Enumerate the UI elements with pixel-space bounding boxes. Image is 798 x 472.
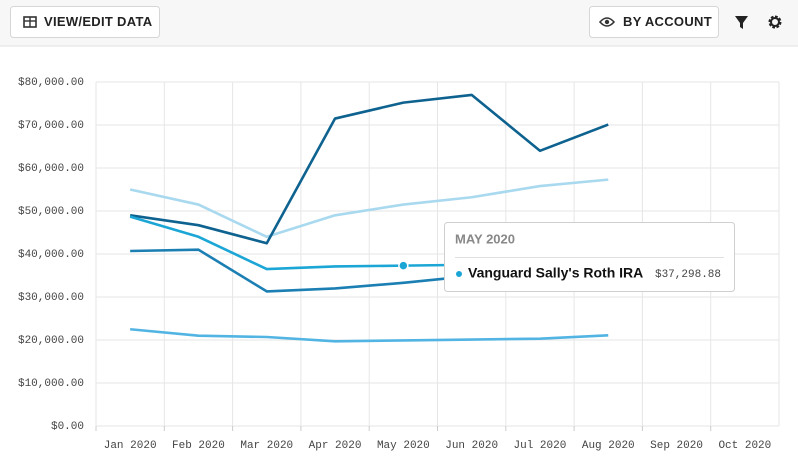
y-tick-label: $70,000.00 [18, 120, 84, 132]
series-line [129, 93, 609, 245]
button-bg [589, 6, 719, 38]
tooltip-swatch [456, 271, 462, 277]
x-tick-label: Jul 2020 [514, 440, 567, 452]
y-tick-label: $10,000.00 [18, 378, 84, 390]
tooltip-value: $37,298.88 [655, 269, 721, 281]
table-icon [23, 16, 37, 28]
tooltip-title: MAY 2020 [455, 231, 515, 246]
series-line [130, 327, 609, 343]
hover-point [398, 260, 409, 271]
plot: $0.00 $10,000.00 $20,000.00 $30,000.00 $40,0… [18, 77, 780, 452]
button-label: BY ACCOUNT [623, 14, 712, 29]
x-tick-label: Apr 2020 [309, 440, 362, 452]
x-tick-label: Jan 2020 [104, 440, 157, 452]
x-tick-label: Mar 2020 [240, 440, 293, 452]
button-label: VIEW/EDIT DATA [44, 14, 153, 29]
tooltip: MAY 2020 Vanguard Sally's Roth IRA $37,298… [444, 222, 735, 292]
settings-icon[interactable] [768, 15, 782, 29]
y-tick-label: $60,000.00 [18, 163, 84, 175]
eye-icon [598, 17, 616, 27]
x-tick-label: May 2020 [377, 440, 430, 452]
button-bg [10, 6, 160, 38]
y-tick-label: $30,000.00 [18, 292, 84, 304]
x-tick-label: Oct 2020 [718, 440, 771, 452]
x-tick-label: Sep 2020 [650, 440, 703, 452]
x-tick-label: Aug 2020 [582, 440, 635, 452]
y-tick-label: $0.00 [51, 421, 84, 433]
view-edit-button[interactable]: VIEW/EDIT DATA [10, 6, 160, 38]
y-tick-label: $20,000.00 [18, 335, 84, 347]
y-tick-label: $50,000.00 [18, 206, 84, 218]
y-tick-label: $40,000.00 [18, 249, 84, 261]
series-line [129, 178, 609, 239]
by-account-button[interactable]: BY ACCOUNT [589, 6, 719, 38]
x-tick-label: Feb 2020 [172, 440, 225, 452]
filter-icon[interactable] [735, 16, 748, 29]
x-tick-label: Jun 2020 [445, 440, 498, 452]
tooltip-series-name: Vanguard Sally's Roth IRA [468, 265, 643, 281]
y-tick-label: $80,000.00 [18, 77, 84, 89]
